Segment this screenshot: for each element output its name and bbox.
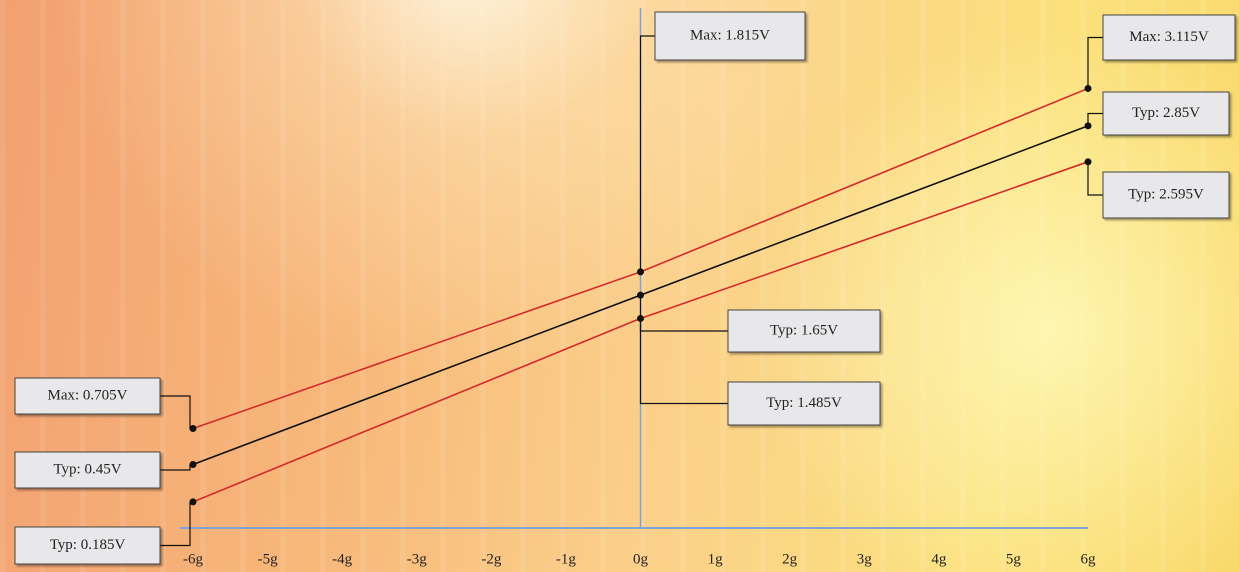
point [1085, 158, 1092, 165]
value-label: Typ: 0.45V [53, 461, 121, 477]
connector [160, 502, 190, 546]
connector [641, 36, 656, 272]
x-tick-label: 3g [857, 551, 873, 567]
point [1085, 122, 1092, 129]
x-tick-label: 1g [708, 551, 724, 567]
x-tick-label: 0g [633, 551, 649, 567]
x-tick-label: -6g [183, 551, 203, 567]
x-tick-label: -5g [258, 551, 278, 567]
chart: -6g -5g -4g -3g -2g -1g 0g 1g 2g 3g 4g 5g 6g Max: 0.7… [0, 0, 1239, 572]
value-label: Typ: 0.185V [50, 537, 126, 553]
connector [160, 465, 190, 471]
value-label: Typ: 2.595V [1128, 186, 1204, 202]
value-label: Max: 0.705V [48, 387, 128, 403]
x-tick-label: -2g [481, 551, 501, 567]
point [190, 461, 197, 468]
value-label: Typ: 1.65V [770, 322, 838, 338]
point [1085, 85, 1092, 92]
x-tick-label: 6g [1081, 551, 1097, 567]
x-tick-label: -1g [556, 551, 576, 567]
point [190, 425, 197, 432]
value-label: Max: 3.115V [1129, 29, 1209, 45]
x-tick-label: 2g [782, 551, 798, 567]
value-label: Typ: 1.485V [766, 395, 842, 411]
value-label: Max: 1.815V [690, 27, 770, 43]
point [190, 498, 197, 505]
x-tick-label: -4g [332, 551, 352, 567]
x-tick-label: 5g [1006, 551, 1022, 567]
point [637, 268, 644, 275]
x-tick-label: -3g [407, 551, 427, 567]
point [637, 292, 644, 299]
connector [1088, 162, 1103, 195]
connector [1088, 38, 1103, 89]
connector [160, 396, 190, 429]
point [637, 315, 644, 322]
value-label: Typ: 2.85V [1132, 105, 1200, 121]
x-tick-label: 4g [931, 551, 947, 567]
